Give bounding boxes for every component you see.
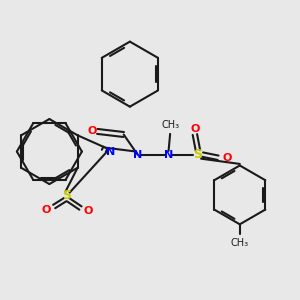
Text: N: N: [164, 150, 173, 160]
Text: O: O: [87, 126, 97, 136]
Text: O: O: [222, 153, 232, 163]
Text: O: O: [42, 205, 51, 214]
Text: O: O: [83, 206, 93, 216]
Text: CH₃: CH₃: [231, 238, 249, 248]
Text: N: N: [133, 150, 142, 160]
Text: N: N: [106, 147, 115, 157]
Text: O: O: [190, 124, 200, 134]
Text: CH₃: CH₃: [161, 120, 179, 130]
Text: S: S: [62, 189, 71, 202]
Text: S: S: [194, 148, 202, 161]
